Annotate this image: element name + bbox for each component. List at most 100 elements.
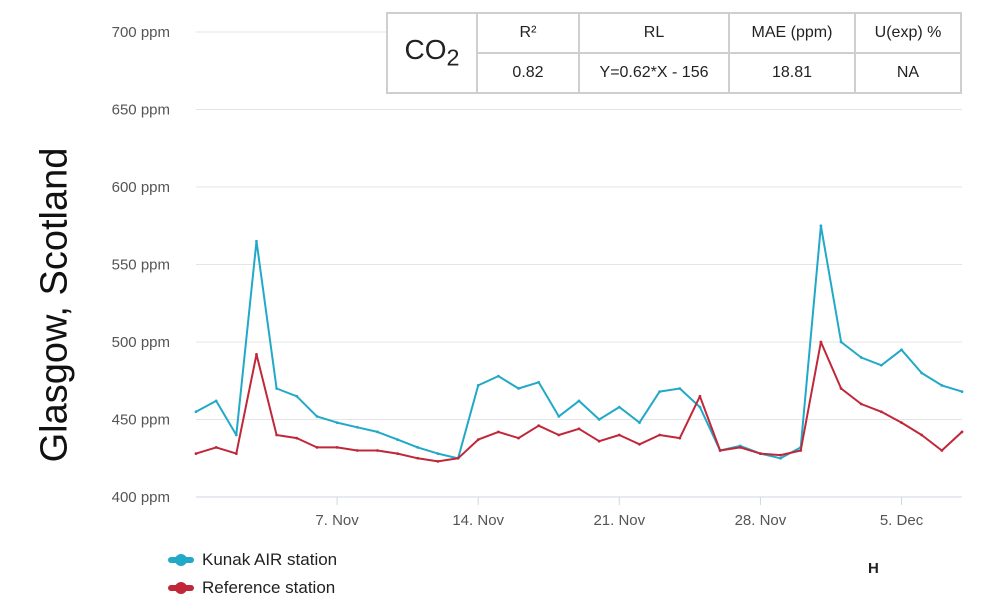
data-point-kunak	[920, 371, 924, 375]
legend-item-reference[interactable]: Reference station	[168, 574, 337, 602]
data-point-reference	[295, 436, 299, 440]
data-point-reference	[819, 340, 823, 344]
header-rl: RL	[578, 12, 730, 54]
data-point-kunak	[194, 410, 198, 414]
value-mae: 18.81	[728, 52, 856, 94]
data-point-kunak	[295, 394, 299, 398]
data-point-kunak	[476, 384, 480, 387]
data-point-kunak	[577, 399, 581, 403]
data-point-kunak	[416, 446, 420, 449]
data-point-reference	[577, 427, 581, 431]
header-mae: MAE (ppm)	[728, 12, 856, 54]
data-point-kunak	[255, 239, 258, 243]
data-point-kunak	[779, 456, 782, 460]
x-tick-label: 28. Nov	[735, 512, 787, 529]
data-point-reference	[275, 433, 279, 437]
legend-dot-kunak	[175, 554, 187, 566]
gridlines	[196, 31, 962, 498]
header-r2: R²	[476, 12, 580, 54]
legend-swatch-kunak	[168, 554, 194, 566]
data-point-reference	[718, 449, 722, 452]
x-tick-label: 21. Nov	[593, 512, 645, 529]
data-point-kunak	[496, 374, 500, 378]
data-point-kunak	[275, 387, 279, 390]
data-point-kunak	[859, 356, 863, 359]
y-axis-ticks: 400 ppm 450 ppm 500 ppm 550 ppm 600 ppm 650 p…	[112, 24, 170, 506]
gas-label: CO2	[386, 12, 478, 94]
data-point-reference	[255, 353, 258, 356]
data-point-kunak	[960, 390, 964, 393]
data-point-reference	[476, 438, 480, 442]
data-point-reference	[638, 442, 641, 446]
data-point-reference	[557, 433, 561, 437]
data-point-kunak	[355, 425, 359, 429]
data-point-reference	[214, 446, 218, 449]
data-point-reference	[940, 449, 944, 452]
data-point-kunak	[678, 387, 682, 390]
series-lines	[194, 224, 964, 463]
value-uexp: NA	[854, 52, 962, 94]
data-point-kunak	[557, 415, 561, 418]
legend-swatch-reference	[168, 582, 194, 594]
data-point-reference	[658, 433, 662, 437]
location-title: Glasgow, Scotland	[33, 147, 76, 463]
data-point-kunak	[537, 380, 541, 384]
data-point-reference	[376, 449, 379, 452]
y-tick-label: 600 ppm	[112, 179, 170, 196]
data-point-reference	[396, 452, 399, 455]
data-point-reference	[355, 449, 359, 452]
data-point-reference	[456, 456, 460, 460]
stats-table: CO2 R² RL MAE (ppm) U(exp) % 0.82 Y=0.62…	[386, 12, 962, 94]
data-point-reference	[738, 446, 742, 449]
data-point-kunak	[617, 405, 621, 409]
data-point-reference	[537, 424, 541, 428]
data-point-reference	[436, 459, 440, 463]
data-point-kunak	[638, 421, 641, 424]
y-tick-label: 500 ppm	[112, 334, 170, 351]
data-point-kunak	[597, 418, 601, 421]
data-point-reference	[517, 436, 520, 440]
legend-label-kunak: Kunak AIR station	[202, 550, 338, 569]
x-tick-label: 7. Nov	[315, 512, 359, 529]
data-point-reference	[879, 410, 883, 414]
legend-dot-reference	[175, 582, 187, 594]
data-point-kunak	[436, 452, 440, 455]
data-point-kunak	[839, 340, 843, 344]
data-point-reference	[678, 436, 682, 440]
data-point-reference	[759, 452, 762, 455]
data-point-reference	[900, 421, 903, 424]
data-point-reference	[920, 433, 924, 437]
data-point-reference	[496, 430, 500, 434]
data-point-kunak	[335, 421, 339, 424]
data-point-reference	[416, 456, 420, 460]
data-point-kunak	[658, 390, 662, 393]
header-uexp: U(exp) %	[854, 12, 962, 54]
data-point-reference	[335, 446, 339, 449]
data-point-kunak	[315, 415, 319, 418]
data-point-reference	[698, 394, 702, 398]
gas-subscript: 2	[446, 44, 460, 71]
data-point-kunak	[879, 363, 883, 367]
data-point-reference	[960, 430, 964, 434]
data-point-reference	[799, 449, 803, 452]
data-point-reference	[859, 402, 863, 406]
data-point-kunak	[376, 430, 379, 434]
legend-item-kunak[interactable]: Kunak AIR station	[168, 546, 337, 574]
data-point-reference	[194, 452, 198, 455]
y-tick-label: 700 ppm	[112, 24, 170, 41]
data-point-kunak	[900, 348, 903, 352]
y-tick-label: 550 ppm	[112, 257, 170, 274]
data-point-reference	[597, 439, 601, 443]
data-point-reference	[617, 433, 621, 437]
y-tick-label: 450 ppm	[112, 412, 170, 429]
data-point-reference	[234, 452, 238, 455]
legend: Kunak AIR station Reference station	[168, 546, 337, 602]
data-point-reference	[839, 387, 843, 390]
data-point-kunak	[698, 405, 702, 409]
legend-label-reference: Reference station	[202, 578, 336, 597]
data-point-kunak	[940, 384, 944, 387]
data-point-kunak	[517, 387, 520, 390]
value-r2: 0.82	[476, 52, 580, 94]
